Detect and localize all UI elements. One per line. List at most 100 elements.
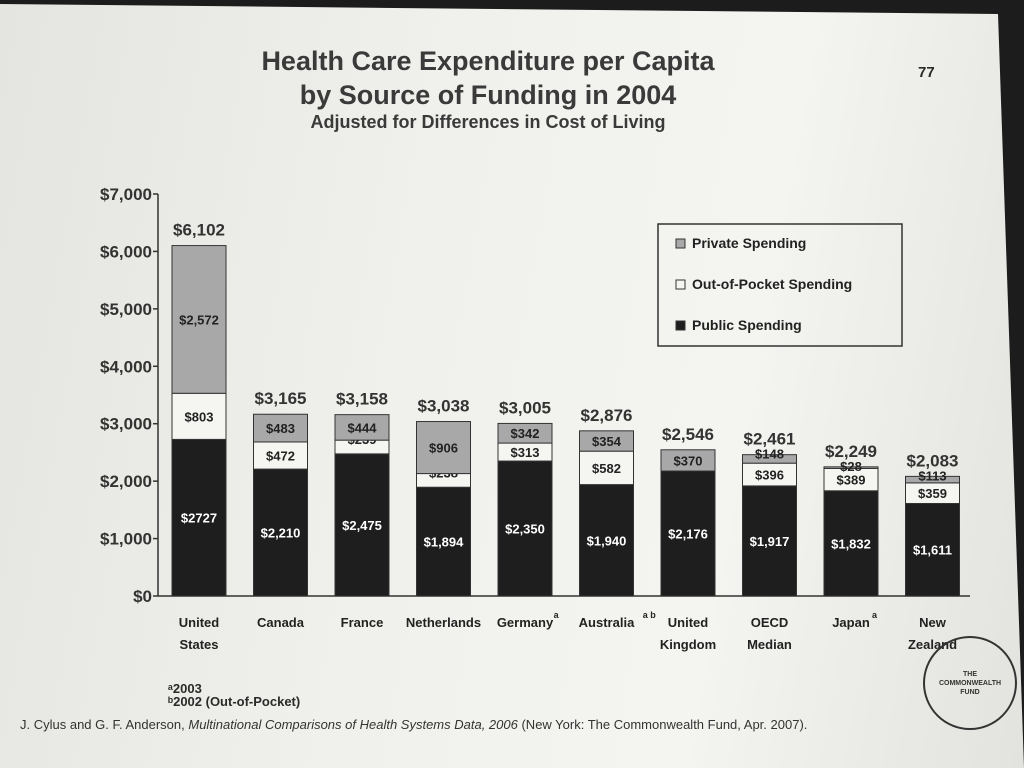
legend-label: Public Spending: [692, 317, 802, 333]
footnote-a: ᵃ2003: [168, 681, 202, 696]
source-rest: (New York: The Commonwealth Fund, Apr. 2…: [517, 717, 808, 732]
data-label-private: $483: [266, 421, 295, 436]
bar-segment-out-of-pocket: [579, 450, 634, 486]
data-label-private: $342: [511, 426, 540, 441]
data-label-out-of-pocket: $389: [837, 473, 866, 488]
legend-swatch: [675, 320, 686, 331]
bar-segment-private: [579, 430, 634, 452]
bar-segment-out-of-pocket: [171, 392, 227, 440]
data-label-private: $113: [918, 468, 946, 483]
commonwealth-fund-seal: THE COMMONWEALTH FUND: [923, 636, 1017, 730]
x-tick-label: Japan: [832, 615, 870, 630]
source-authors: J. Cylus and G. F. Anderson,: [20, 717, 189, 732]
data-label-private: $906: [429, 441, 458, 456]
x-tick-footnote-mark: a: [872, 610, 878, 620]
total-label: $2,461: [744, 430, 796, 449]
total-label: $2,876: [581, 406, 633, 425]
x-tick-label: Median: [747, 637, 792, 652]
x-tick-label: New: [919, 615, 947, 630]
data-label-public: $1,832: [831, 536, 871, 551]
data-label-private: $148: [755, 447, 784, 462]
data-label-private: $444: [348, 420, 378, 435]
chart-subtitle: Adjusted for Differences in Cost of Livi…: [310, 112, 666, 132]
total-label: $6,102: [173, 221, 225, 240]
bar-segment-private: [171, 245, 227, 394]
data-label-out-of-pocket: $359: [918, 486, 947, 501]
bar-segment-private: [660, 449, 716, 472]
x-tick-label: United: [668, 615, 709, 630]
y-tick-label: $0: [133, 587, 152, 606]
y-tick-label: $4,000: [100, 357, 152, 376]
y-tick-label: $6,000: [100, 242, 152, 261]
data-label-private: $354: [592, 434, 622, 449]
bar-segment-private: [497, 422, 553, 444]
data-label-public: $2727: [181, 511, 217, 526]
x-tick-label: States: [179, 637, 218, 652]
total-label: $3,165: [255, 389, 307, 408]
data-label-private: $28: [840, 459, 862, 474]
stacked-bar-chart: $0 $1,000 $2,000 $3,000 $4,000 $5,000 $6,000 $7…: [100, 185, 970, 652]
data-label-out-of-pocket: $396: [755, 468, 784, 483]
data-label-public: $2,475: [342, 518, 382, 533]
x-tick-footnote-mark: a b: [643, 610, 657, 620]
bar-segment-public: [823, 490, 879, 597]
bar-segment-public: [334, 453, 390, 597]
data-label-public: $1,894: [424, 535, 465, 550]
legend-swatch: [675, 238, 686, 249]
total-label: $3,158: [336, 390, 388, 409]
x-tick-label: Netherlands: [406, 615, 481, 630]
x-tick-label: France: [341, 615, 384, 630]
x-tick-label: Australia: [579, 615, 635, 630]
bar-segment-private: [905, 475, 960, 484]
bar-segment-private: [334, 414, 390, 441]
data-label-public: $1,611: [913, 543, 952, 558]
bar-segment-public: [416, 486, 471, 597]
x-tick-label: Germany: [497, 615, 554, 630]
data-label-private: $370: [674, 453, 703, 468]
x-tick-label: Canada: [257, 615, 305, 630]
legend-label: Out-of-Pocket Spending: [692, 276, 852, 292]
y-tick-label: $3,000: [100, 415, 152, 434]
bar-segment-private: [823, 466, 879, 469]
data-label-out-of-pocket: $803: [185, 409, 214, 424]
y-tick-label: $1,000: [100, 530, 152, 549]
chart-title: Health Care Expenditure per Capita: [261, 46, 715, 76]
slide-page: Health Care Expenditure per Capita by So…: [0, 4, 1024, 768]
total-label: $2,249: [825, 442, 877, 461]
data-label-public: $2,176: [668, 527, 708, 542]
total-label: $3,038: [418, 397, 470, 416]
y-tick-label: $2,000: [100, 472, 152, 491]
data-label-public: $1,940: [587, 533, 627, 548]
data-label-public: $1,917: [750, 534, 790, 549]
legend-box: [657, 223, 903, 347]
x-tick-label: Kingdom: [660, 637, 716, 652]
y-tick-label: $5,000: [100, 300, 152, 319]
legend-label: Private Spending: [692, 235, 806, 251]
data-label-out-of-pocket: $582: [592, 461, 621, 476]
bar-segment-private: [253, 413, 308, 443]
bar-segment-public: [660, 470, 716, 597]
data-label-public: $2,210: [261, 526, 301, 541]
x-tick-footnote-mark: a: [554, 610, 560, 620]
x-tick-label: OECD: [751, 615, 789, 630]
bar-segment-private: [742, 454, 797, 464]
bar-segment-public: [497, 460, 553, 597]
bar-segment-public: [253, 468, 308, 597]
legend-swatch: [675, 279, 686, 290]
total-label: $2,546: [662, 425, 714, 444]
data-label-out-of-pocket: $313: [511, 445, 540, 460]
data-label-private: $2,572: [179, 312, 219, 327]
y-tick-label: $7,000: [100, 185, 152, 204]
footnote-b: ᵇ2002 (Out-of-Pocket): [168, 694, 301, 709]
source-title: Multinational Comparisons of Health Syst…: [188, 717, 518, 732]
source-citation: J. Cylus and G. F. Anderson, Multination…: [20, 717, 807, 732]
total-label: $3,005: [499, 398, 551, 417]
bar-segment-public: [742, 485, 797, 597]
data-label-out-of-pocket: $472: [266, 449, 295, 464]
bar-segment-public: [579, 484, 634, 597]
bar-segment-public: [171, 438, 227, 597]
total-label: $2,083: [907, 451, 959, 470]
bar-segment-private: [416, 421, 471, 475]
bar-segment-out-of-pocket: [253, 441, 308, 470]
x-tick-label: United: [179, 615, 220, 630]
